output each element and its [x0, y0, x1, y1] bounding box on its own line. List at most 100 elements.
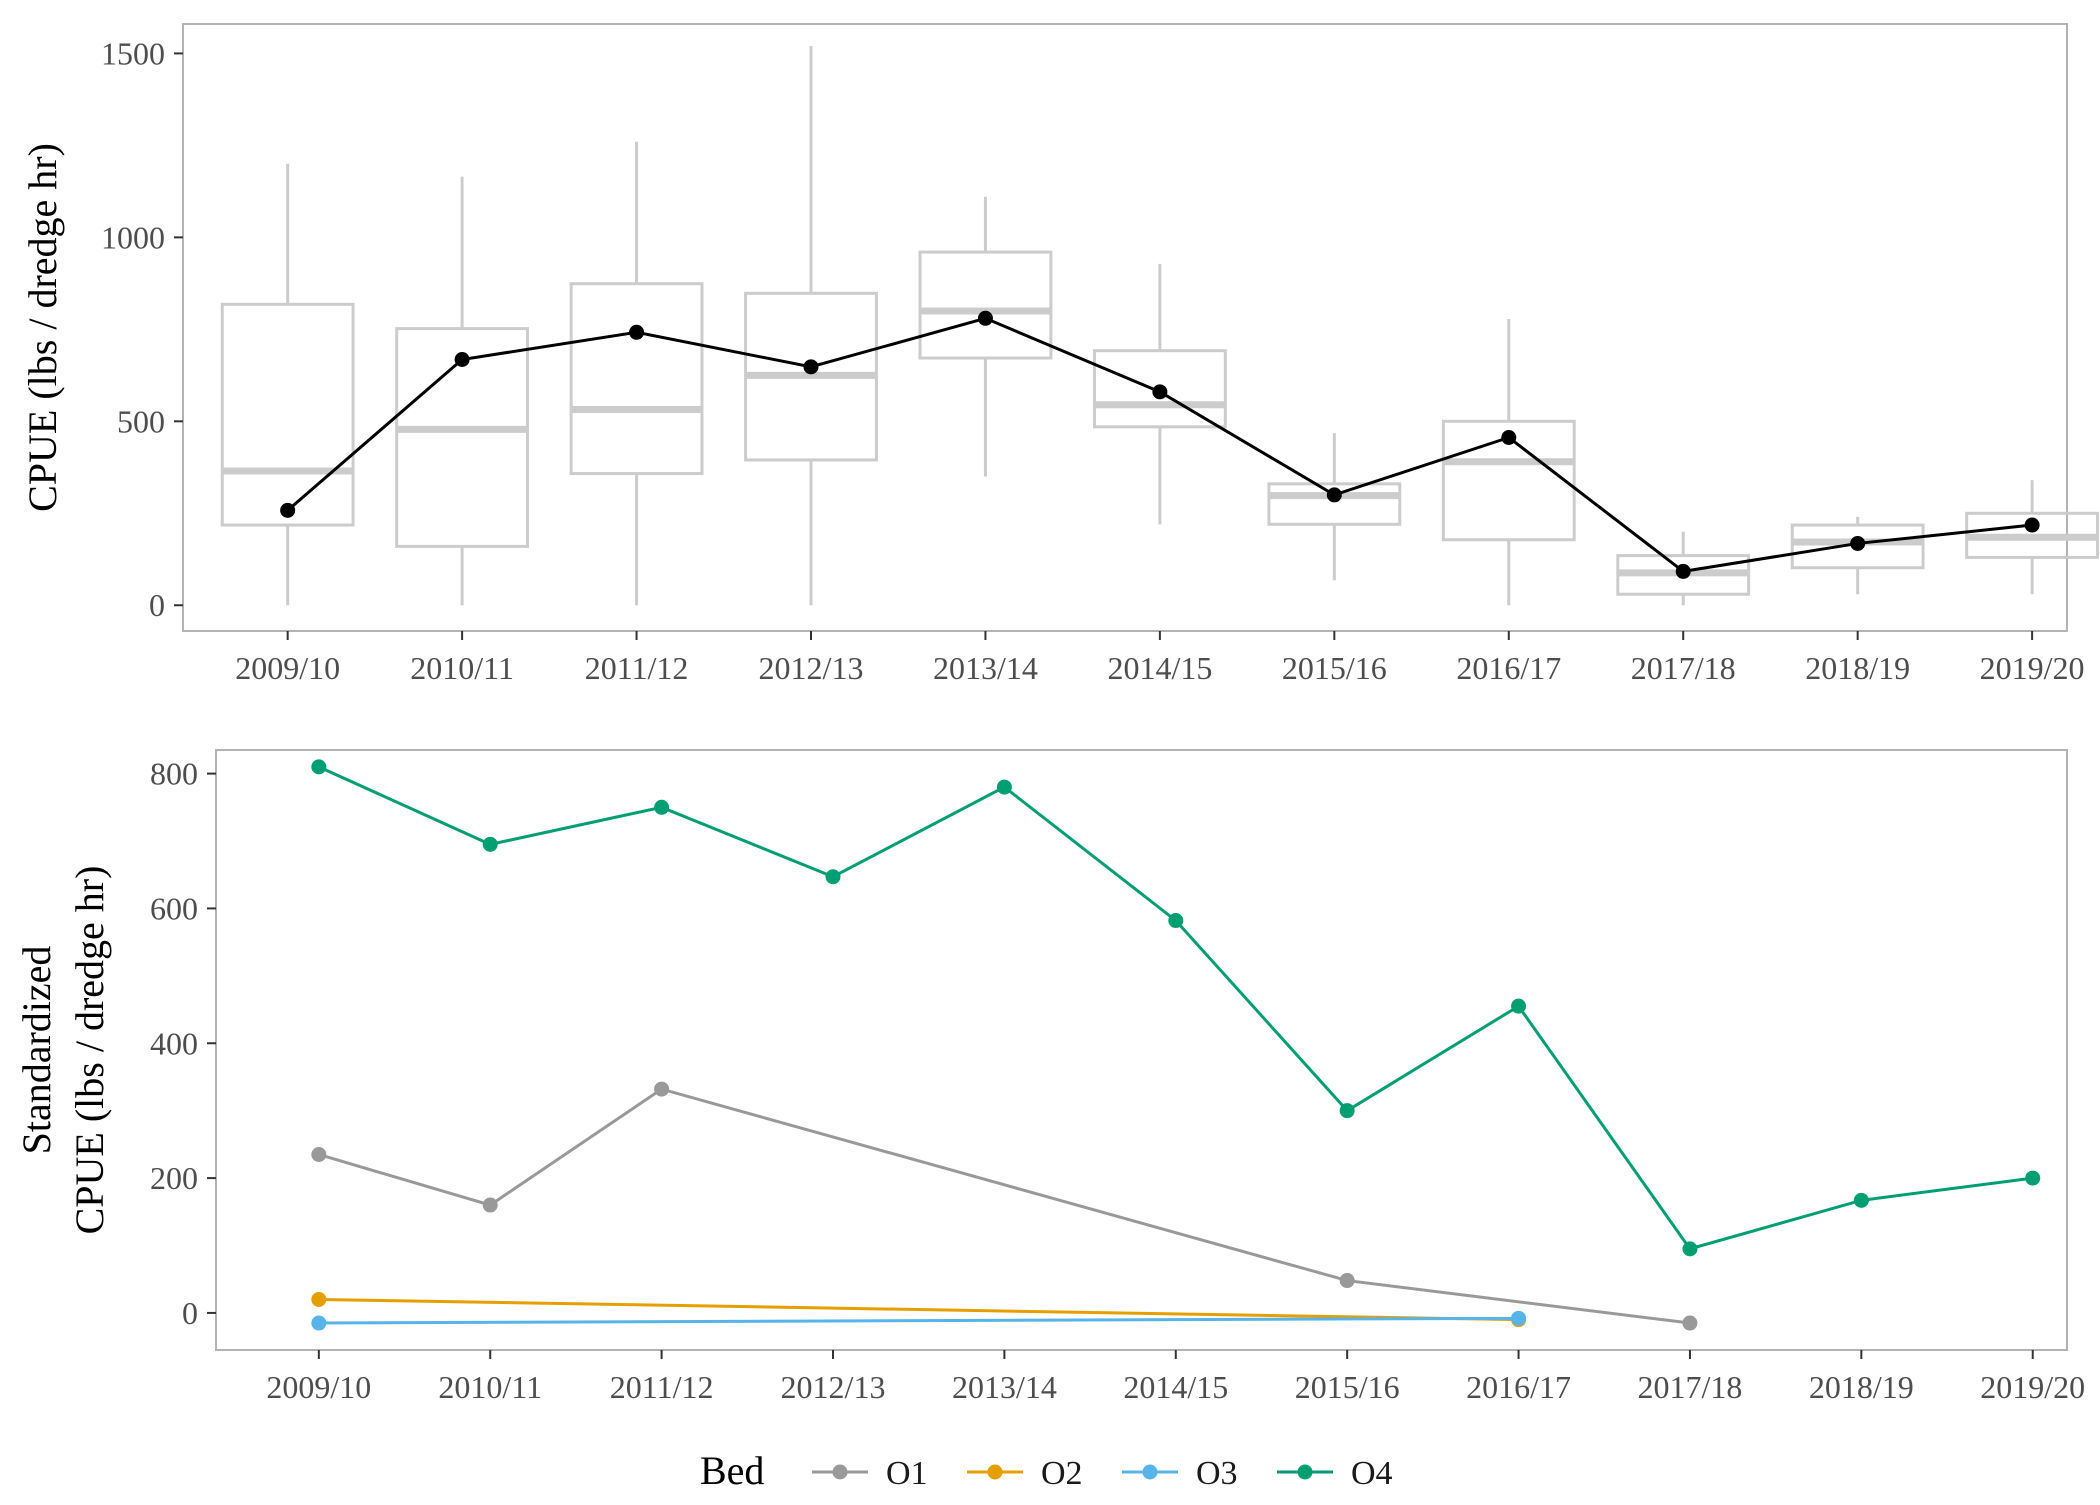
series-line — [318, 765, 2033, 1251]
box-2010/11 — [395, 176, 530, 606]
series-point — [311, 1291, 327, 1307]
panel-1-border — [182, 23, 2068, 632]
series-point — [311, 1315, 327, 1331]
legend-key-point — [987, 1464, 1003, 1480]
series-point — [654, 799, 670, 815]
series-O4 — [311, 759, 2041, 1257]
x-tick-label: 2012/13 — [759, 650, 864, 686]
series-point — [654, 1081, 670, 1097]
mean-point — [454, 352, 470, 368]
series-point — [1168, 913, 1184, 929]
y-axis-title-line-1: Standardized — [14, 946, 59, 1155]
y-tick-label: 1500 — [101, 35, 165, 71]
box-body — [1790, 523, 1925, 570]
mean-point — [1152, 384, 1168, 400]
x-tick-label: 2019/20 — [1980, 650, 2085, 686]
x-tick-label: 2015/16 — [1295, 1369, 1400, 1405]
series-point — [1339, 1273, 1355, 1289]
x-tick-label: 2017/18 — [1631, 650, 1736, 686]
x-tick-label: 2010/11 — [410, 650, 514, 686]
legend-key-point — [1297, 1464, 1313, 1480]
panel-2: 0 200 400 600 800 2009/10 2010/11 2011/12 2012/1… — [14, 749, 2085, 1405]
x-tick-label: 2012/13 — [781, 1369, 886, 1405]
series-point — [311, 1146, 327, 1162]
y-tick-label: 0 — [182, 1295, 198, 1331]
series-point — [482, 836, 498, 852]
x-tick-label: 2019/20 — [1980, 1369, 2085, 1405]
series-point — [2025, 1170, 2041, 1186]
series-O3 — [311, 1310, 1527, 1331]
legend-title: Bed — [700, 1448, 764, 1493]
series-line — [318, 1297, 1519, 1322]
x-tick-label: 2017/18 — [1637, 1369, 1742, 1405]
legend: Bed O1 O2 O3 O4 — [700, 1448, 1393, 1493]
series-point — [1853, 1192, 1869, 1208]
x-tick-label: 2015/16 — [1282, 650, 1387, 686]
box-body — [569, 282, 704, 476]
mean-point — [629, 324, 645, 340]
x-tick-label: 2018/19 — [1805, 650, 1910, 686]
box-2009/10 — [220, 163, 355, 606]
legend-key-point — [832, 1464, 848, 1480]
series-point — [311, 759, 327, 775]
x-tick-label: 2009/10 — [235, 650, 340, 686]
series-point — [482, 1197, 498, 1213]
mean-point — [803, 359, 819, 375]
series-line — [318, 1087, 1691, 1325]
panel-2-border — [215, 749, 2068, 1351]
legend-item-O3: O3 — [1122, 1455, 1238, 1492]
x-tick-label: 2013/14 — [952, 1369, 1057, 1405]
box-2011/12 — [569, 141, 704, 606]
legend-item-O4: O4 — [1277, 1455, 1393, 1492]
x-tick-label: 2014/15 — [1107, 650, 1212, 686]
mean-point — [1675, 563, 1691, 579]
mean-point — [1501, 429, 1517, 445]
legend-label: O3 — [1196, 1455, 1238, 1492]
box-body — [1267, 482, 1402, 526]
series-point — [1511, 1310, 1527, 1326]
series-line — [318, 1316, 1519, 1325]
mean-point — [1326, 487, 1342, 503]
legend-item-O2: O2 — [967, 1455, 1083, 1492]
x-tick-label: 2014/15 — [1123, 1369, 1228, 1405]
panel-1: 0 500 1000 1500 2009/10 2010/11 2011/12 2012/13… — [20, 23, 2100, 686]
box-2014/15 — [1092, 263, 1227, 525]
series-point — [996, 779, 1012, 795]
y-tick-label: 1000 — [101, 219, 165, 255]
box-body — [1441, 419, 1576, 542]
x-tick-label: 2011/12 — [610, 1369, 714, 1405]
y-axis-title-line-2: CPUE (lbs / dredge hr) — [67, 866, 112, 1235]
box-body — [220, 302, 355, 527]
legend-label: O1 — [886, 1455, 928, 1492]
box-2012/13 — [744, 46, 878, 606]
y-axis-title: CPUE (lbs / dredge hr) — [20, 143, 65, 512]
legend-label: O4 — [1351, 1455, 1393, 1492]
x-tick-label: 2010/11 — [438, 1369, 542, 1405]
box-body — [918, 250, 1053, 360]
y-tick-label: 800 — [150, 756, 198, 792]
series-point — [1682, 1315, 1698, 1331]
legend-item-O1: O1 — [812, 1455, 928, 1492]
legend-label: O2 — [1041, 1455, 1083, 1492]
box-body — [1092, 349, 1227, 429]
series-point — [1682, 1241, 1698, 1257]
x-tick-label: 2016/17 — [1466, 1369, 1571, 1405]
series-O1 — [311, 1081, 1698, 1331]
box-2016/17 — [1441, 319, 1576, 606]
series-point — [825, 869, 841, 885]
legend-key-point — [1142, 1464, 1158, 1480]
box-2015/16 — [1267, 433, 1402, 581]
y-tick-label: 500 — [117, 403, 165, 439]
x-tick-label: 2016/17 — [1456, 650, 1561, 686]
series-point — [1339, 1103, 1355, 1119]
mean-point — [2024, 517, 2040, 533]
box-2019/20 — [1965, 480, 2100, 595]
y-tick-label: 200 — [150, 1160, 198, 1196]
x-tick-label: 2013/14 — [933, 650, 1038, 686]
mean-point — [977, 310, 993, 326]
x-tick-label: 2011/12 — [585, 650, 689, 686]
box-2018/19 — [1790, 516, 1925, 595]
series-point — [1511, 998, 1527, 1014]
